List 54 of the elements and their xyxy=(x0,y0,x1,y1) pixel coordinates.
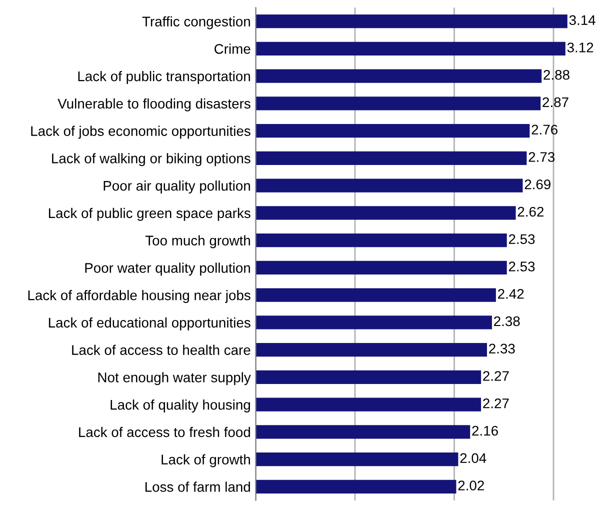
y-tick-label: Traffic congestion xyxy=(142,16,250,30)
bar xyxy=(256,96,541,110)
data-label: 2.53 xyxy=(508,234,535,244)
data-label: 2.27 xyxy=(483,398,509,408)
bar xyxy=(256,14,568,28)
y-tick-label: Lack of jobs economic opportunities xyxy=(31,126,250,139)
y-tick-label: Lack of educational opportunities xyxy=(48,317,250,330)
data-label: 2.16 xyxy=(472,426,498,436)
data-label: 2.42 xyxy=(498,288,524,299)
data-label: 3.14 xyxy=(569,15,596,26)
data-label: 2.33 xyxy=(489,344,515,354)
y-tick-label: Lack of public green space parks xyxy=(48,208,250,221)
bar xyxy=(256,151,527,166)
y-tick-label: Lack of access to fresh food xyxy=(79,426,250,438)
data-label: 2.69 xyxy=(524,179,550,190)
bar xyxy=(256,233,507,248)
y-tick-label: Not enough water supply xyxy=(98,372,251,386)
data-label: 3.12 xyxy=(567,42,594,52)
bar xyxy=(256,425,470,439)
bar xyxy=(256,42,566,56)
data-label: 2.87 xyxy=(542,97,568,108)
bar xyxy=(256,398,482,412)
bar xyxy=(256,452,458,466)
y-tick-label: Lack of affordable housing near jobs xyxy=(28,290,250,303)
data-label: 2.02 xyxy=(458,480,484,490)
data-label: 2.27 xyxy=(483,371,509,381)
y-tick-label: Poor water quality pollution xyxy=(85,262,250,276)
y-tick-label: Lack of growth xyxy=(162,454,250,468)
bar xyxy=(256,480,456,494)
bar xyxy=(256,178,523,192)
y-tick-label: Loss of farm land xyxy=(145,482,250,492)
y-tick-label: Vulnerable to flooding disasters xyxy=(58,98,250,112)
data-label: 2.04 xyxy=(460,453,486,464)
data-label: 2.53 xyxy=(508,262,535,272)
bar xyxy=(256,288,496,302)
data-label: 2.88 xyxy=(544,70,570,80)
bar xyxy=(256,260,507,275)
data-label: 2.38 xyxy=(494,316,520,326)
bar xyxy=(256,69,542,83)
bar xyxy=(256,342,487,357)
y-tick-label: Too much growth xyxy=(145,235,250,248)
bar xyxy=(256,124,530,138)
bar xyxy=(256,370,482,384)
y-tick-label: Lack of walking or biking options xyxy=(52,153,250,166)
y-tick-label: Lack of public transportation xyxy=(78,71,250,84)
y-tick-label: Lack of access to health care xyxy=(72,344,250,355)
bar xyxy=(256,206,516,220)
y-tick-label: Crime xyxy=(214,44,250,54)
data-label: 2.73 xyxy=(528,152,555,162)
y-tick-label: Lack of quality housing xyxy=(110,400,250,412)
bar xyxy=(256,316,492,330)
data-label: 2.62 xyxy=(518,206,544,217)
y-tick-label: Poor air quality pollution xyxy=(104,180,250,194)
data-label: 2.76 xyxy=(532,124,558,135)
